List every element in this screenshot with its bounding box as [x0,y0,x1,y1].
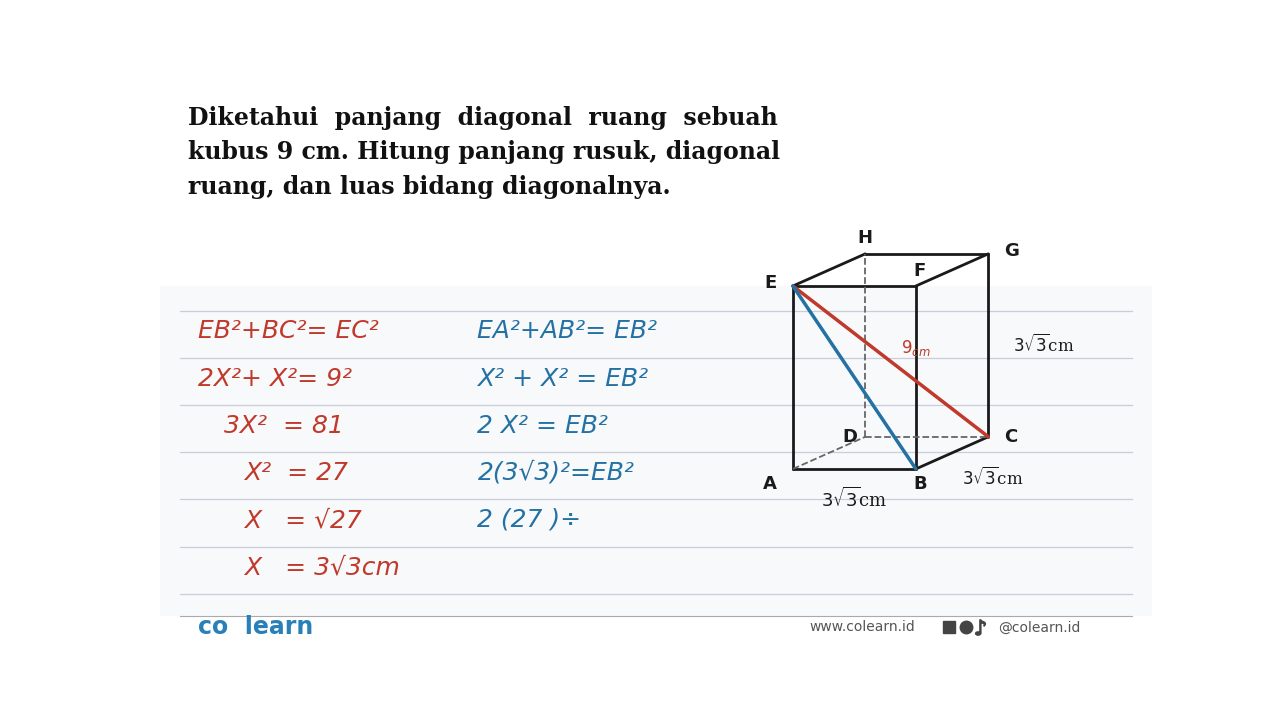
Text: 2 X² = EB²: 2 X² = EB² [477,414,608,438]
Text: www.colearn.id: www.colearn.id [810,621,915,634]
Text: D: D [842,428,858,446]
Text: EA²+AB²= EB²: EA²+AB²= EB² [477,320,658,343]
Text: X²  = 27: X² = 27 [244,461,348,485]
Text: 2 (27 )÷: 2 (27 )÷ [477,508,581,532]
Text: 3X²  = 81: 3X² = 81 [224,414,344,438]
Text: X   = √27: X = √27 [244,508,362,532]
Text: B: B [914,475,928,493]
Text: X   = 3√3cm: X = 3√3cm [244,555,401,579]
Text: EB²+BC²= EC²: EB²+BC²= EC² [197,320,379,343]
Text: $9_{cm}$: $9_{cm}$ [901,338,931,358]
Text: H: H [858,229,873,247]
Text: C: C [1005,428,1018,446]
Text: 2(3√3)²=EB²: 2(3√3)²=EB² [477,461,635,485]
Text: 2X²+ X²= 9²: 2X²+ X²= 9² [197,366,352,390]
Text: Diketahui  panjang  diagonal  ruang  sebuah
kubus 9 cm. Hitung panjang rusuk, di: Diketahui panjang diagonal ruang sebuah … [188,106,780,199]
Text: F: F [913,262,925,280]
Text: $3\sqrt{3}$cm: $3\sqrt{3}$cm [822,487,887,511]
Text: $3\sqrt{3}$cm: $3\sqrt{3}$cm [963,467,1024,489]
Text: X² + X² = EB²: X² + X² = EB² [477,366,649,390]
Text: A: A [763,475,777,493]
Bar [160,286,1152,616]
Text: @colearn.id: @colearn.id [998,621,1080,634]
Text: co  learn: co learn [197,616,312,639]
Text: G: G [1005,242,1019,260]
Text: E: E [764,274,777,292]
Text: $3\sqrt{3}$cm: $3\sqrt{3}$cm [1014,334,1075,356]
